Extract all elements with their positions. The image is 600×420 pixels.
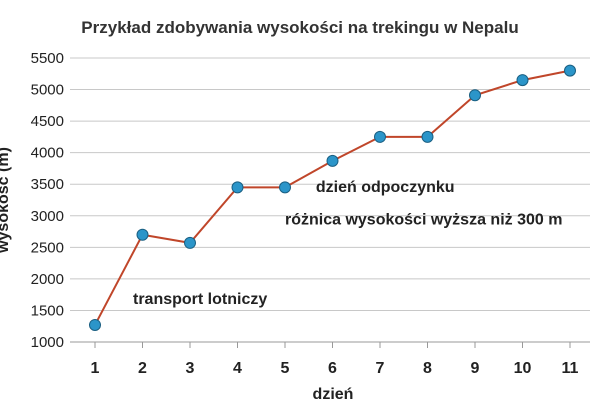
y-tick-label: 5500 [31, 50, 64, 67]
x-tick-label: 1 [91, 360, 100, 377]
y-tick-label: 1500 [31, 302, 64, 319]
data-point [564, 64, 576, 77]
data-point [136, 228, 149, 241]
series-line [94, 69, 571, 326]
x-tick-label: 10 [514, 360, 532, 377]
x-tick-label: 8 [423, 360, 432, 377]
y-tick-label: 2500 [31, 239, 64, 256]
x-tick-label: 5 [281, 360, 290, 377]
grid-lines [70, 57, 590, 348]
x-tick-label: 4 [233, 360, 242, 377]
x-tick-label: 7 [376, 360, 385, 377]
data-point [469, 89, 481, 102]
chart-annotation: transport lotniczy [133, 291, 267, 308]
x-tick-label: 2 [138, 360, 147, 377]
y-tick-label: 1000 [31, 334, 64, 351]
x-tick-label: 9 [471, 360, 480, 377]
data-point [421, 130, 434, 143]
data-point [374, 130, 386, 143]
y-tick-label: 4000 [31, 145, 64, 162]
data-point [89, 318, 101, 331]
y-axis-label: wysokość (m) [0, 147, 12, 254]
x-tick-label: 11 [562, 360, 579, 377]
data-point [279, 181, 291, 194]
y-tick-label: 3000 [31, 208, 64, 225]
chart-annotation: różnica wysokości wyższa niż 300 m [285, 212, 562, 229]
y-tick-label: 5000 [31, 82, 64, 99]
data-point [184, 236, 196, 249]
annotations: transport lotniczy dzień odpoczynku różnic… [133, 179, 562, 308]
data-point [231, 181, 244, 194]
series-group [89, 64, 576, 331]
chart-annotation: dzień odpoczynku [316, 179, 455, 196]
x-tick-label: 3 [186, 360, 195, 377]
tick-labels: 1000 1500 2000 2500 3000 3500 4000 4500 5000 5500… [31, 50, 579, 377]
y-tick-label: 2000 [31, 271, 64, 288]
y-tick-label: 3500 [31, 176, 64, 193]
x-tick-label: 6 [328, 360, 337, 377]
chart-title: Przykład zdobywania wysokości na treking… [81, 18, 518, 37]
data-point [326, 154, 339, 167]
y-tick-label: 4500 [31, 113, 64, 130]
x-axis-label: dzień [313, 386, 354, 403]
data-point [516, 74, 529, 87]
